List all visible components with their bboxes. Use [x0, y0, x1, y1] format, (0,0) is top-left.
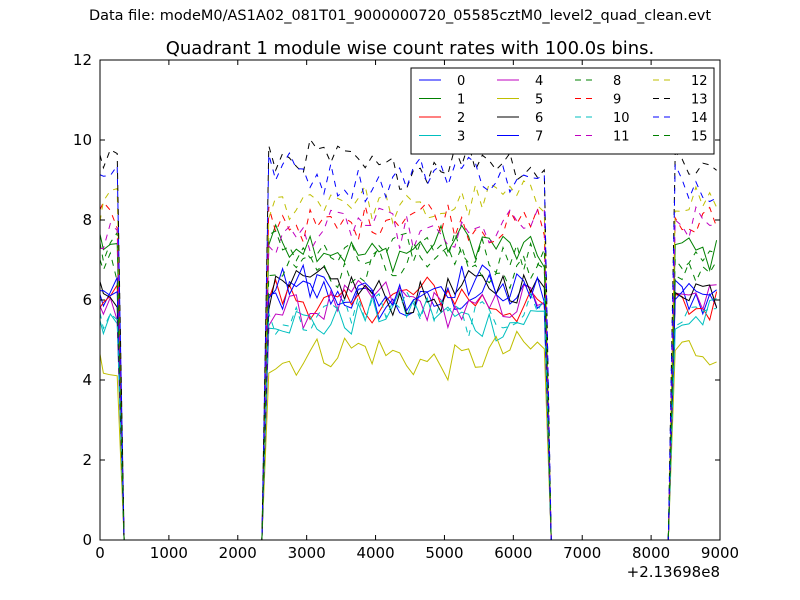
legend-label: 14	[691, 111, 708, 126]
x-tick-label: 2000	[219, 544, 257, 562]
x-tick-label: 1000	[150, 544, 188, 562]
series-line-11	[99, 205, 717, 541]
figure-suptitle: Data file: modeM0/AS1A02_081T01_90000007…	[88, 8, 712, 24]
series-line-14	[99, 152, 717, 541]
series-line-5	[99, 330, 717, 541]
x-tick-label: 7000	[563, 544, 601, 562]
legend-label: 13	[691, 93, 708, 108]
legend-label: 11	[613, 130, 630, 145]
series-line-15	[99, 240, 718, 541]
legend-label: 3	[457, 130, 465, 145]
x-tick-label: 9000	[701, 544, 739, 562]
x-tick-label: 3000	[288, 544, 326, 562]
y-tick-label: 4	[82, 371, 92, 389]
legend-label: 0	[457, 74, 465, 89]
y-tick-label: 8	[82, 211, 92, 229]
legend-label: 7	[535, 130, 543, 145]
x-tick-label: 8000	[632, 544, 670, 562]
series-layer	[99, 138, 718, 541]
legend-label: 6	[535, 111, 543, 126]
x-offset-label: +2.13698e8	[627, 563, 720, 581]
y-tick-label: 12	[73, 51, 92, 69]
x-tick-label: 4000	[356, 544, 394, 562]
y-tick-label: 6	[82, 291, 92, 309]
legend-label: 2	[457, 111, 465, 126]
y-tick-label: 2	[82, 451, 92, 469]
legend-frame	[410, 67, 715, 155]
y-tick-label: 10	[73, 131, 92, 149]
series-line-10	[99, 290, 717, 541]
series-line-2	[99, 276, 718, 541]
series-line-1	[99, 223, 718, 541]
series-line-12	[99, 180, 718, 541]
series-line-0	[99, 273, 718, 541]
legend-label: 9	[613, 93, 621, 108]
legend-label: 10	[613, 111, 630, 126]
tick-layer: 0 1000 2000 3000 4000 5000 6000 7000 8000 9000 0 2 4…	[73, 51, 739, 562]
legend-label: 8	[613, 74, 621, 89]
series-line-7	[99, 263, 717, 541]
y-tick-label: 0	[82, 531, 92, 549]
x-tick-label: 0	[95, 544, 105, 562]
series-line-9	[99, 201, 718, 541]
x-tick-label: 6000	[494, 544, 532, 562]
x-tick-label: 5000	[425, 544, 463, 562]
legend-label: 15	[691, 130, 708, 145]
series-line-8	[99, 230, 717, 541]
series-line-3	[99, 289, 717, 541]
legend-label: 12	[691, 74, 708, 89]
series-line-4	[99, 279, 717, 541]
legend-label: 4	[535, 74, 543, 89]
legend-label: 5	[535, 93, 543, 108]
series-line-13	[99, 138, 717, 541]
legend-label: 1	[457, 93, 465, 108]
chart-title: Quadrant 1 module wise count rates with …	[166, 38, 655, 59]
